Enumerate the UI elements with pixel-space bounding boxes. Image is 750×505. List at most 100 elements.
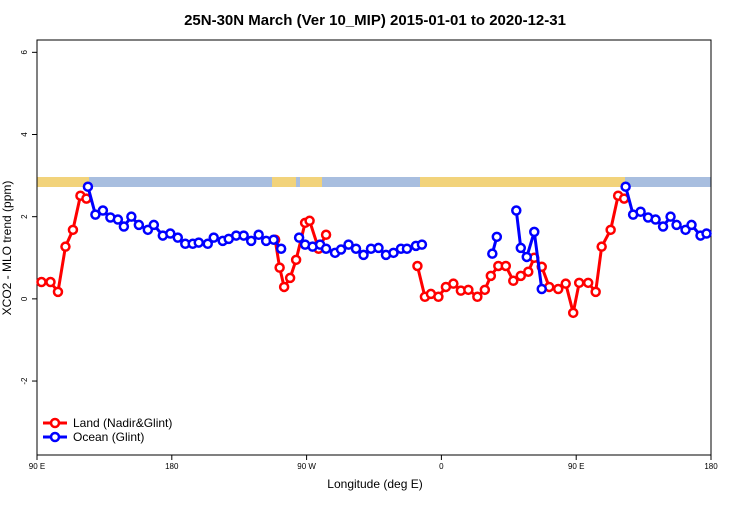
x-tick-label: 180 [165, 462, 179, 471]
y-tick-label: 6 [20, 50, 29, 55]
x-tick-label: 90 E [29, 462, 45, 471]
data-point [193, 237, 205, 248]
data-point [388, 247, 399, 259]
data-point [90, 209, 101, 220]
data-point [238, 230, 249, 241]
ocean-strip [37, 177, 711, 187]
data-point [245, 235, 257, 247]
data-point [650, 214, 661, 225]
data-point [487, 248, 498, 259]
data-point [202, 238, 213, 250]
data-point [536, 283, 548, 295]
data-point [293, 232, 305, 243]
data-point [552, 283, 564, 295]
x-tick-label: 90 E [568, 462, 584, 471]
data-point [515, 242, 527, 254]
data-point [529, 226, 540, 238]
data-point [463, 284, 474, 296]
data-point [343, 239, 354, 250]
data-point [165, 228, 176, 239]
land-strip [37, 177, 89, 187]
data-point [511, 205, 522, 216]
legend-label: Ocean (Glint) [73, 430, 144, 444]
data-point [118, 221, 130, 232]
data-point [605, 224, 616, 236]
data-point [290, 254, 302, 266]
data-point [350, 243, 362, 254]
data-point [36, 276, 47, 288]
data-point [671, 219, 682, 231]
data-point [508, 275, 519, 287]
data-point [253, 229, 264, 241]
data-point [112, 214, 124, 225]
x-axis-label: Longitude (deg E) [327, 477, 422, 491]
data-point [67, 224, 79, 236]
data-point [635, 206, 646, 218]
data-point [278, 281, 290, 293]
data-point [126, 211, 137, 222]
y-tick-label: 4 [20, 132, 29, 137]
legend-label: Land (Nadir&Glint) [73, 416, 172, 430]
y-tick-label: -2 [20, 377, 29, 385]
data-point [133, 219, 145, 231]
y-tick-label: 2 [20, 214, 29, 219]
data-point [485, 270, 497, 282]
data-point [320, 243, 332, 254]
data-point [172, 232, 184, 243]
legend-marker [49, 417, 61, 429]
data-point [60, 241, 71, 252]
chart-title: 25N-30N March (Ver 10_MIP) 2015-01-01 to… [184, 12, 566, 29]
data-point [52, 286, 64, 298]
data-point [500, 260, 512, 272]
data-point [97, 205, 109, 216]
data-point [433, 291, 444, 303]
x-tick-label: 90 W [297, 462, 316, 471]
data-point [412, 260, 423, 272]
data-point [590, 286, 601, 298]
data-point [448, 278, 459, 289]
data-point [208, 232, 219, 243]
data-point [304, 215, 315, 227]
data-point [335, 244, 347, 255]
data-point [401, 243, 413, 254]
land-strip [300, 177, 322, 187]
data-point [358, 249, 369, 261]
data-point [665, 211, 676, 222]
data-point [45, 276, 56, 288]
data-point [479, 284, 491, 296]
data-point [274, 262, 285, 273]
plot-frame [36, 39, 712, 456]
data-point [268, 234, 279, 245]
land-strip [272, 177, 296, 187]
data-point [491, 231, 503, 243]
data-point [148, 219, 160, 231]
data-point [472, 291, 483, 303]
data-point [320, 229, 332, 241]
data-point [596, 241, 607, 252]
data-point [620, 181, 631, 192]
data-point [560, 278, 571, 289]
legend-marker [49, 431, 61, 443]
data-point [373, 242, 384, 254]
land-strip [420, 177, 625, 187]
data-point [567, 307, 579, 319]
x-tick-label: 0 [439, 462, 444, 471]
data-point [657, 221, 669, 232]
data-point [573, 277, 585, 289]
data-point [521, 251, 533, 263]
data-point [284, 272, 296, 284]
data-point [582, 277, 594, 289]
x-tick-label: 180 [704, 462, 718, 471]
data-point [275, 243, 287, 254]
data-point [701, 228, 712, 239]
data-point [686, 219, 697, 231]
data-point [82, 181, 94, 192]
y-axis-label: XCO2 - MLO trend (ppm) [0, 181, 14, 316]
land-ocean-strip [37, 177, 711, 187]
data-point [515, 270, 527, 282]
data-point [416, 239, 428, 250]
y-tick-label: 0 [20, 296, 29, 301]
data-point [523, 266, 534, 277]
